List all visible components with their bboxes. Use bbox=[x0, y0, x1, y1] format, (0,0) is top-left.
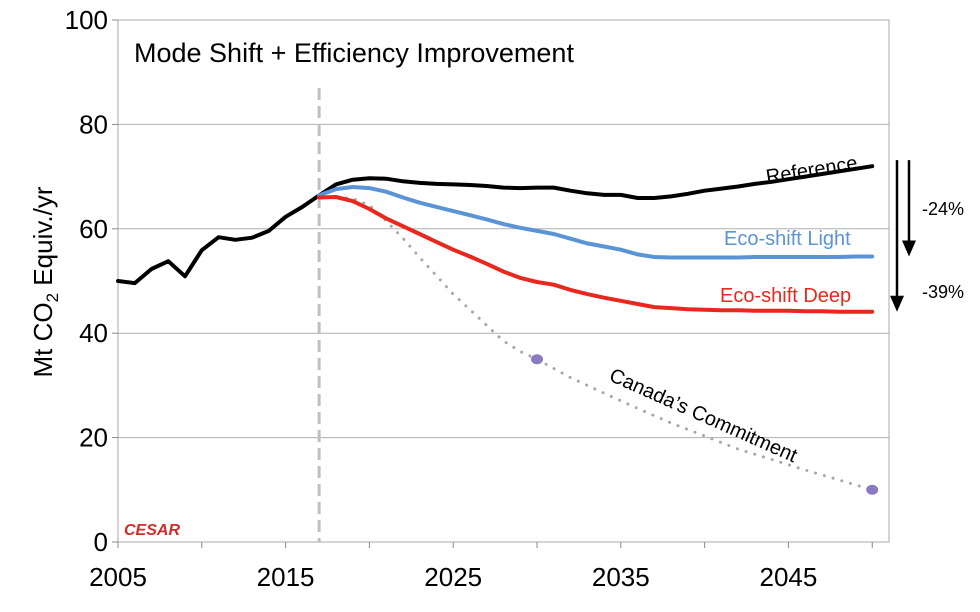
series-label-canadas-commitment: Canada’s Commitment bbox=[606, 364, 801, 467]
x-tick-label: 2015 bbox=[257, 562, 315, 592]
series-line-reference bbox=[116, 164, 875, 286]
series-label-eco-shift-light: Eco-shift Light bbox=[724, 228, 851, 250]
y-tick-label: 0 bbox=[94, 527, 108, 557]
series-layer bbox=[116, 164, 875, 492]
svg-text:CESAR: CESAR bbox=[124, 522, 180, 539]
y-tick-label: 100 bbox=[65, 5, 108, 35]
axis-layer: 0 20 40 60 80 100 2005 2015 2025 2035 2045 bbox=[65, 5, 873, 592]
commitment-target-marker bbox=[866, 484, 879, 495]
series-label-eco-shift-deep: Eco-shift Deep bbox=[720, 285, 851, 307]
series-line-eco-shift-deep bbox=[317, 195, 875, 314]
plot-frame bbox=[117, 19, 890, 543]
y-tick-label: 80 bbox=[79, 109, 108, 139]
reduction-label-deep: -39% bbox=[922, 282, 964, 302]
y-axis-label: Mt CO2 Equiv./yr bbox=[28, 186, 62, 377]
y-tick-label: 20 bbox=[79, 423, 108, 453]
chart-title: Mode Shift + Efficiency Improvement bbox=[134, 38, 574, 68]
reduction-arrows bbox=[890, 160, 916, 312]
series-line-eco-shift-light bbox=[317, 185, 875, 260]
x-tick-label: 2005 bbox=[89, 562, 147, 592]
y-tick-label: 40 bbox=[79, 318, 108, 348]
grid-layer bbox=[118, 123, 889, 439]
commitment-target-marker bbox=[531, 354, 544, 365]
marker-layer bbox=[531, 354, 879, 495]
series-label-reference: Reference bbox=[764, 152, 859, 188]
x-tick-label: 2025 bbox=[424, 562, 482, 592]
y-tick-label: 60 bbox=[79, 214, 108, 244]
reduction-label-light: -24% bbox=[922, 199, 964, 219]
reduction-arrow-head bbox=[890, 295, 904, 312]
cesar-logo: CESAR bbox=[124, 522, 180, 539]
reduction-arrow-head bbox=[902, 240, 916, 257]
x-tick-label: 2035 bbox=[592, 562, 650, 592]
x-tick-label: 2045 bbox=[760, 562, 818, 592]
